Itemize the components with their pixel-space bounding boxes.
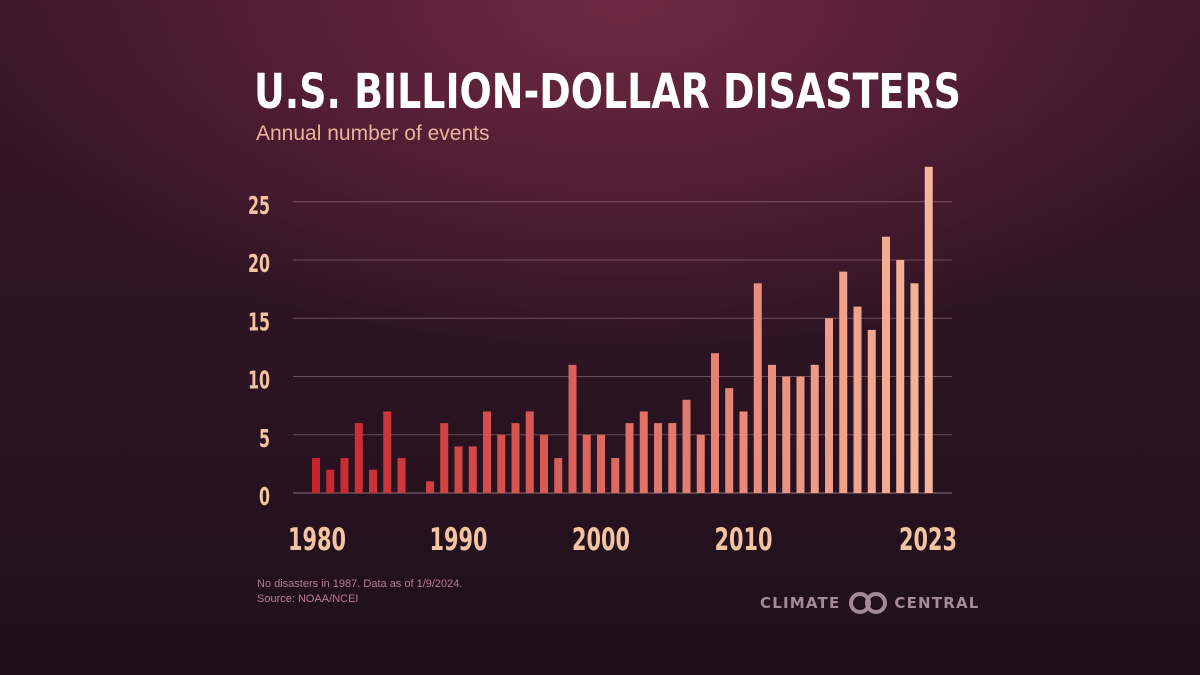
gridlines — [293, 201, 952, 494]
y-tick-label: 25 — [248, 191, 270, 220]
bar-2006 — [682, 399, 691, 493]
bar-2019 — [867, 329, 876, 493]
bar-1992 — [483, 411, 491, 493]
logo-word-central: CENTRAL — [894, 594, 980, 612]
bar-1988 — [426, 481, 434, 493]
bar-1991 — [468, 446, 477, 493]
climate-central-logo: CLIMATE CENTRAL — [760, 590, 980, 616]
bar-2010 — [739, 411, 748, 493]
bar-1983 — [354, 423, 363, 493]
bar-2000 — [597, 434, 605, 493]
bar-1986 — [397, 458, 406, 493]
x-tick-label: 1990 — [430, 522, 488, 558]
x-tick-label: 1980 — [288, 522, 346, 558]
bar-2005 — [668, 423, 677, 493]
bar-2018 — [853, 306, 862, 493]
y-tick-label: 10 — [248, 366, 270, 395]
bars — [312, 166, 933, 494]
bar-1981 — [326, 469, 335, 493]
bar-2022 — [910, 283, 919, 493]
footnote-source: Source: NOAA/NCEI — [257, 593, 359, 605]
bar-1984 — [369, 469, 377, 493]
bar-1997 — [554, 458, 563, 493]
bar-2013 — [782, 376, 791, 493]
bar-1994 — [511, 423, 520, 493]
bar-2020 — [882, 236, 890, 493]
bar-1989 — [440, 423, 449, 493]
footnote: No disasters in 1987. Data as of 1/9/202… — [257, 577, 462, 607]
x-tick-label: 2010 — [715, 522, 773, 558]
bar-1982 — [340, 458, 349, 493]
logo-word-climate: CLIMATE — [760, 594, 841, 612]
bar-1990 — [454, 446, 463, 493]
bar-2008 — [711, 353, 719, 493]
y-axis-ticks: 0 5 10 15 20 25 — [248, 191, 270, 511]
bar-2014 — [796, 376, 805, 493]
y-tick-label: 15 — [248, 307, 270, 336]
bar-2016 — [825, 318, 833, 493]
bar-1996 — [540, 434, 548, 493]
chart-subtitle: Annual number of events — [256, 122, 490, 145]
bar-1980 — [312, 458, 320, 493]
bar-1998 — [568, 364, 577, 493]
x-tick-label: 2000 — [572, 522, 630, 558]
x-axis-ticks: 1980 1990 2000 2010 2023 — [288, 522, 957, 558]
bar-2002 — [625, 423, 634, 493]
footnote-note: No disasters in 1987. Data as of 1/9/202… — [257, 578, 463, 590]
interlocking-rings-icon — [849, 592, 888, 614]
bar-2004 — [654, 423, 662, 493]
bar-2007 — [696, 434, 705, 493]
chart-title: U.S. BILLION-DOLLAR DISASTERS — [254, 64, 961, 120]
bar-2023 — [924, 166, 933, 494]
bar-1985 — [383, 411, 392, 493]
bar-2015 — [810, 364, 819, 493]
bar-2009 — [725, 388, 734, 493]
y-tick-label: 20 — [248, 249, 270, 278]
bar-2017 — [839, 271, 848, 493]
bar-1995 — [525, 411, 534, 493]
x-tick-label: 2023 — [899, 522, 957, 558]
y-tick-label: 5 — [259, 424, 270, 453]
bar-2021 — [896, 260, 905, 493]
bar-2012 — [768, 364, 776, 493]
bar-1999 — [582, 434, 591, 493]
y-tick-label: 0 — [259, 482, 270, 511]
bar-2003 — [639, 411, 648, 493]
bar-2001 — [611, 458, 620, 493]
bar-1993 — [497, 434, 506, 493]
bar-2011 — [753, 283, 762, 493]
